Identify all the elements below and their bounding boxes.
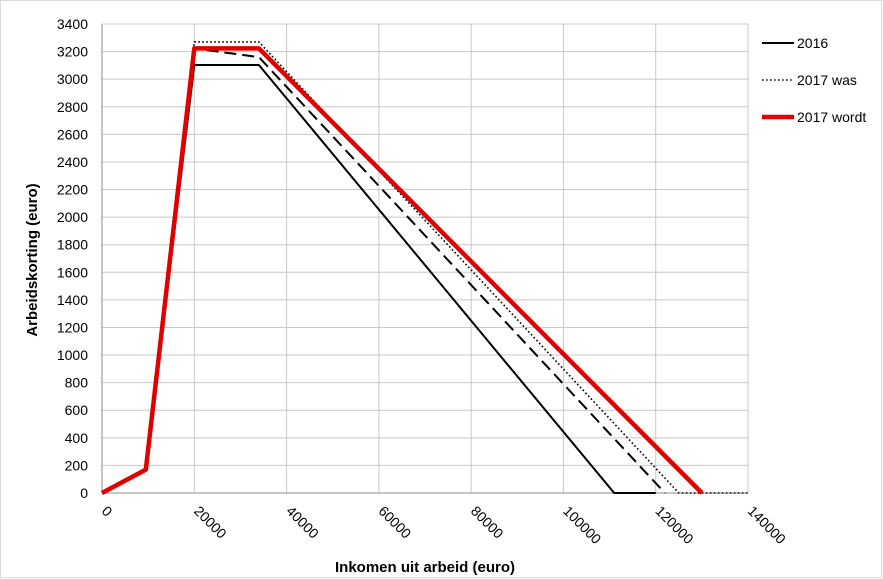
y-tick-label: 1200 [57, 319, 88, 335]
y-tick-label: 3200 [57, 44, 88, 60]
legend-label: 2016 [797, 35, 828, 51]
series-line-2017-was [101, 41, 748, 494]
y-tick-label: 1600 [57, 264, 88, 280]
x-tick-labels: 0 20000 40000 60000 80000 100000 120000 140000 [99, 503, 789, 547]
legend-label: 2017 wordt [797, 109, 866, 125]
x-tick-label: 140000 [745, 503, 789, 547]
x-tick-label: 0 [99, 503, 116, 520]
y-tick-label: 3400 [57, 16, 88, 32]
y-axis-title: Arbeidskorting (euro) [24, 183, 41, 336]
series-line-2017-wordt [100, 46, 704, 495]
x-tick-label: 60000 [376, 503, 415, 542]
y-tick-label: 200 [65, 457, 89, 473]
y-tick-label: 2600 [57, 126, 88, 142]
y-tick-label: 3000 [57, 71, 88, 87]
grid-lines [101, 23, 749, 494]
y-tick-label: 1000 [57, 347, 88, 363]
y-tick-label: 2200 [57, 182, 88, 198]
x-tick-label: 100000 [560, 503, 604, 547]
y-tick-label: 1400 [57, 292, 88, 308]
x-tick-label: 120000 [652, 503, 696, 547]
x-tick-label: 20000 [191, 503, 230, 542]
y-tick-label: 800 [65, 375, 89, 391]
x-tick-label: 80000 [468, 503, 507, 542]
y-tick-label: 400 [65, 430, 89, 446]
x-tick-label: 40000 [283, 503, 322, 542]
y-tick-label: 2000 [57, 209, 88, 225]
legend: 2016 2017 was 2017 wordt [762, 35, 866, 125]
y-tick-label: 0 [80, 485, 88, 501]
y-tick-label: 2800 [57, 99, 88, 115]
y-tick-label: 2400 [57, 154, 88, 170]
series-lines [100, 41, 748, 495]
y-tick-label: 1800 [57, 237, 88, 253]
y-tick-label: 600 [65, 402, 89, 418]
legend-label: 2017 was [797, 72, 857, 88]
x-axis-title: Inkomen uit arbeid (euro) [335, 559, 515, 576]
y-tick-labels: 0 200 400 600 800 1000 1200 1400 1600 1800 2000 220… [57, 16, 88, 501]
